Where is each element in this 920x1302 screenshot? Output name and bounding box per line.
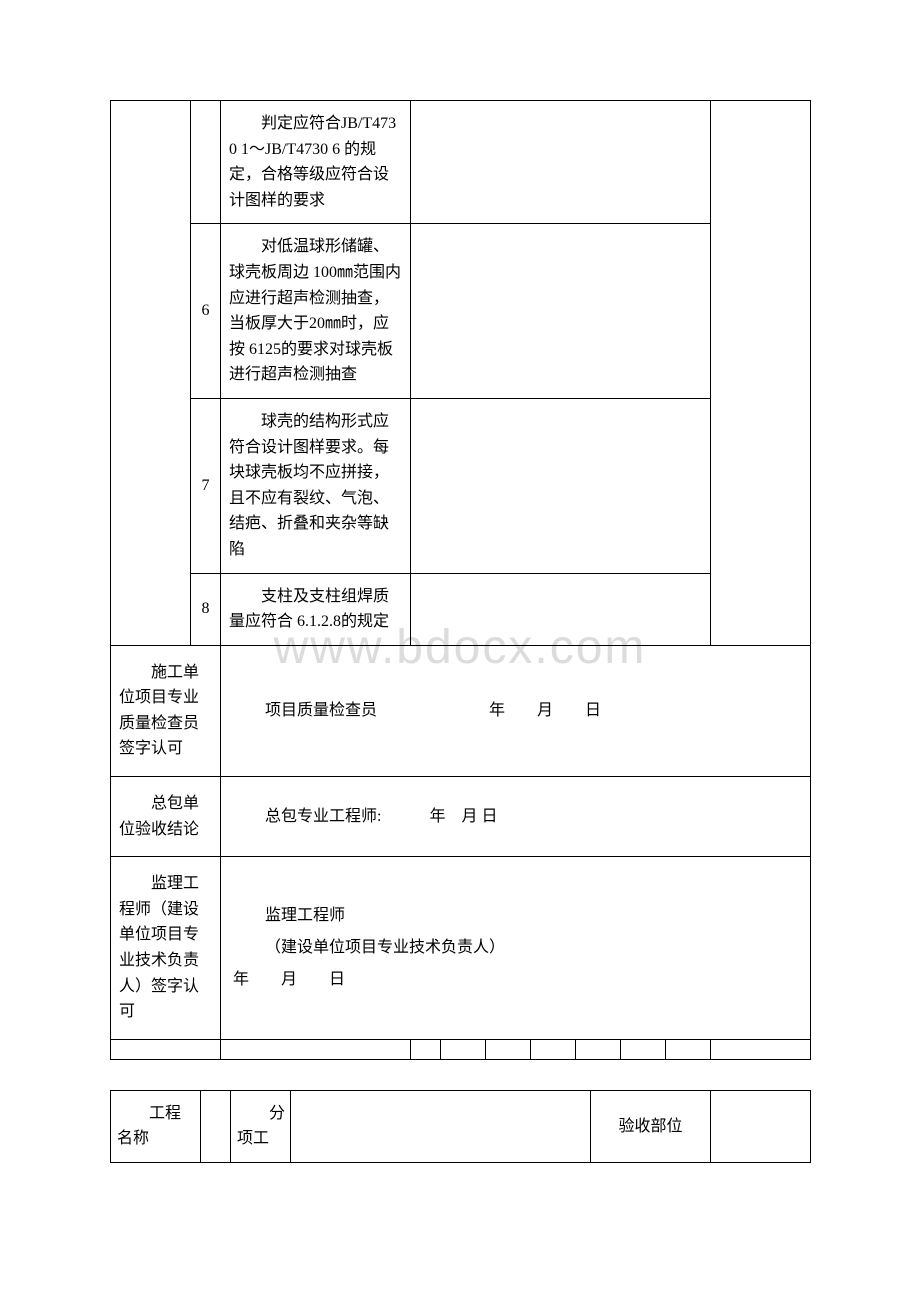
empty-cell [621, 1039, 666, 1059]
empty-cell [221, 1039, 411, 1059]
empty-cell [486, 1039, 531, 1059]
empty-cell [411, 573, 711, 645]
right-column-spacer [711, 101, 811, 646]
signature-row: 监理工程师（建设单位项目专业技术负责人）签字认可 监理工程师 （建设单位项目专业… [111, 857, 811, 1040]
empty-cell [441, 1039, 486, 1059]
project-name-label: 工程名称 [111, 1090, 201, 1162]
empty-cell [531, 1039, 576, 1059]
empty-cell [201, 1090, 231, 1162]
empty-cell [111, 1039, 221, 1059]
sig-content-inspector: 项目质量检查员 年 月 日 [221, 645, 811, 776]
sig-text: 项目质量检查员 年 月 日 [233, 695, 798, 727]
table2-row: 工程名称 分项工 验收部位 [111, 1090, 811, 1162]
row-number: 8 [191, 573, 221, 645]
table-row: 判定应符合JB/T4730 1～JB/T4730 6 的规定，合格等级应符合设计… [111, 101, 811, 224]
sig-text: 总包专业工程师: 年 月 日 [233, 801, 798, 833]
sig-label-inspector: 施工单位项目专业质量检查员签字认可 [111, 645, 221, 776]
signature-row: 施工单位项目专业质量检查员签字认可 项目质量检查员 年 月 日 [111, 645, 811, 776]
secondary-table: 工程名称 分项工 验收部位 [110, 1090, 811, 1163]
requirement-text: 对低温球形储罐、球壳板周边 100㎜范围内应进行超声检测抽查，当板厚大于20㎜时… [221, 224, 411, 399]
sig-label-supervisor: 监理工程师（建设单位项目专业技术负责人）签字认可 [111, 857, 221, 1040]
empty-cell [711, 1039, 811, 1059]
requirement-text: 判定应符合JB/T4730 1～JB/T4730 6 的规定，合格等级应符合设计… [221, 101, 411, 224]
empty-row [111, 1039, 811, 1059]
table-row: 7 球壳的结构形式应符合设计图样要求。每块球壳板均不应拼接，且不应有裂纹、气泡、… [111, 398, 811, 573]
empty-cell [711, 1090, 811, 1162]
subitem-label: 分项工 [231, 1090, 291, 1162]
requirement-text: 支柱及支柱组焊质量应符合 6.1.2.8的规定 [221, 573, 411, 645]
table-row: 8 支柱及支柱组焊质量应符合 6.1.2.8的规定 [111, 573, 811, 645]
table-row: 6 对低温球形储罐、球壳板周边 100㎜范围内应进行超声检测抽查，当板厚大于20… [111, 224, 811, 399]
sig-line2: （建设单位项目专业技术负责人） [233, 932, 798, 964]
sig-line1: 监理工程师 [233, 900, 798, 932]
empty-cell [411, 1039, 441, 1059]
empty-cell [291, 1090, 591, 1162]
sig-line3: 年 月 日 [233, 971, 345, 988]
empty-cell [576, 1039, 621, 1059]
requirement-text: 球壳的结构形式应符合设计图样要求。每块球壳板均不应拼接，且不应有裂纹、气泡、结疤… [221, 398, 411, 573]
left-column-spacer [111, 101, 191, 646]
main-table: 判定应符合JB/T4730 1～JB/T4730 6 的规定，合格等级应符合设计… [110, 100, 811, 1060]
row-number: 7 [191, 398, 221, 573]
sig-content-supervisor: 监理工程师 （建设单位项目专业技术负责人） 年 月 日 [221, 857, 811, 1040]
sig-content-contractor: 总包专业工程师: 年 月 日 [221, 777, 811, 857]
row-number: 6 [191, 224, 221, 399]
row-number [191, 101, 221, 224]
empty-cell [411, 224, 711, 399]
sig-label-contractor: 总包单位验收结论 [111, 777, 221, 857]
empty-cell [411, 398, 711, 573]
empty-cell [411, 101, 711, 224]
acceptance-part-label: 验收部位 [591, 1090, 711, 1162]
signature-row: 总包单位验收结论 总包专业工程师: 年 月 日 [111, 777, 811, 857]
empty-cell [666, 1039, 711, 1059]
